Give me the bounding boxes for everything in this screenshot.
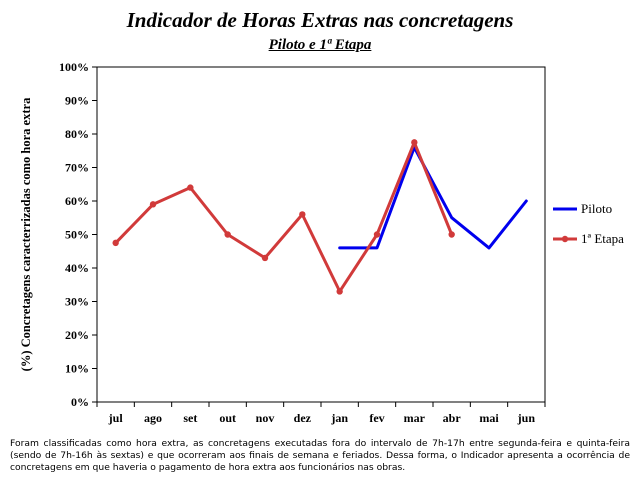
y-tick-label: 20% — [65, 328, 89, 342]
x-tick-label: jul — [108, 411, 124, 425]
x-tick-label: out — [219, 411, 236, 425]
x-tick-label: mai — [479, 411, 499, 425]
x-tick-label: nov — [256, 411, 275, 425]
data-point-etapa-1 — [336, 288, 343, 295]
chart-legend: Piloto 1ª Etapa — [552, 198, 637, 258]
y-tick-label: 70% — [65, 161, 89, 175]
data-point-etapa-1 — [149, 201, 157, 208]
series-line-etapa-1 — [114, 140, 454, 293]
legend-swatch-1a-etapa — [553, 235, 577, 243]
y-tick-label: 30% — [65, 295, 89, 309]
footnote: Foram classificadas como hora extra, as … — [10, 438, 630, 473]
x-tick-label: jan — [330, 411, 348, 425]
y-tick-label: 50% — [65, 228, 89, 242]
x-tick-label: set — [183, 411, 197, 425]
x-tick-label: fev — [369, 411, 384, 425]
data-point-etapa-1 — [112, 239, 119, 247]
x-tick-label: mar — [404, 411, 426, 425]
x-tick-label: ago — [144, 411, 162, 425]
legend-item-1a-etapa: 1ª Etapa — [552, 228, 637, 250]
x-tick-label: abr — [443, 411, 462, 425]
y-tick-label: 80% — [65, 127, 89, 141]
data-point-etapa-1 — [299, 211, 306, 218]
y-axis-label: (%) Concretagens caracterrizadas como ho… — [19, 97, 33, 371]
y-tick-label: 0% — [71, 395, 89, 409]
y-tick-label: 60% — [65, 194, 89, 208]
series-line-piloto — [338, 145, 528, 250]
y-tick-label: 10% — [65, 362, 89, 376]
legend-label-piloto: Piloto — [581, 201, 613, 216]
x-tick-label: dez — [294, 411, 312, 425]
legend-item-piloto: Piloto — [552, 198, 637, 220]
chart-title: Indicador de Horas Extras nas concretage… — [126, 8, 514, 32]
data-point-etapa-1 — [411, 139, 418, 146]
chart-subtitle: Piloto e 1ª Etapa — [268, 37, 372, 53]
data-point-etapa-1 — [187, 184, 194, 191]
y-tick-label: 90% — [65, 94, 89, 108]
legend-marker-1a-etapa — [561, 235, 569, 243]
data-point-etapa-1 — [373, 231, 381, 238]
data-point-etapa-1 — [261, 254, 269, 262]
data-point-etapa-1 — [224, 231, 231, 238]
legend-swatch-piloto — [553, 207, 577, 211]
plot-area-frame — [96, 66, 546, 403]
y-tick-label: 100% — [59, 60, 89, 74]
data-point-etapa-1 — [448, 231, 455, 238]
legend-label-1a-etapa: 1ª Etapa — [581, 231, 624, 246]
x-tick-label: jun — [517, 411, 536, 425]
y-tick-label: 40% — [65, 261, 89, 275]
